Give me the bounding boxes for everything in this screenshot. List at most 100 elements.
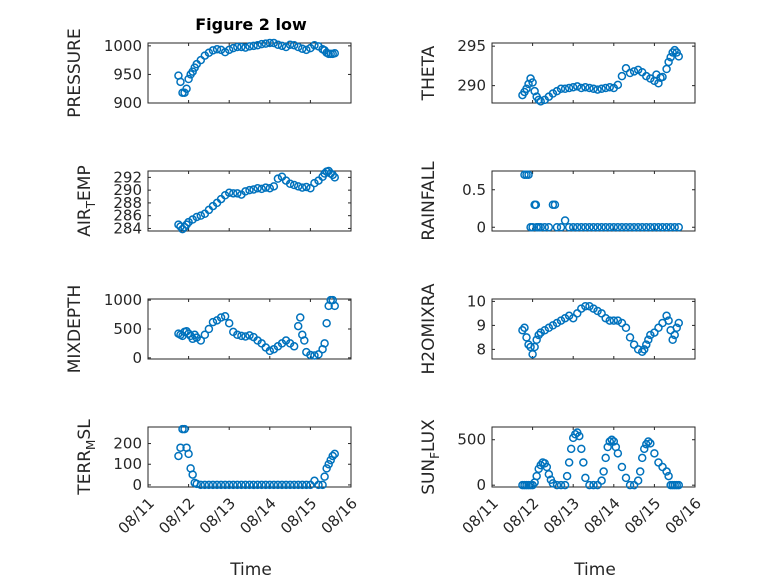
data-point: [666, 223, 675, 232]
data-point: [204, 324, 214, 334]
data-point: [269, 480, 279, 490]
data-point: [184, 329, 193, 338]
x-tick-label: 08/13: [540, 494, 583, 537]
data-point: [593, 223, 602, 232]
data-point: [625, 68, 635, 78]
data-point: [176, 443, 185, 452]
data-point: [674, 52, 684, 61]
data-point: [298, 183, 307, 192]
x-tick-label: 08/15: [277, 494, 320, 537]
data-point: [241, 332, 250, 341]
x-tick-label: 08/14: [236, 494, 279, 537]
data-point: [581, 301, 590, 311]
data-point: [196, 480, 206, 490]
data-point: [581, 223, 590, 232]
data-point: [224, 318, 234, 328]
data-point: [589, 480, 598, 490]
data-point: [518, 325, 527, 335]
data-point: [208, 46, 218, 55]
data-point: [662, 467, 671, 476]
y-tick-label: 950: [113, 65, 142, 83]
data-point: [326, 455, 335, 465]
data-point: [556, 480, 566, 490]
data-point: [662, 223, 671, 232]
data-point: [577, 223, 586, 232]
data-point: [318, 480, 327, 490]
data-point: [613, 223, 623, 232]
data-point: [261, 480, 270, 490]
data-point: [674, 318, 684, 328]
data-point: [265, 346, 275, 356]
data-point: [322, 318, 331, 328]
data-point: [625, 223, 635, 232]
data-point: [530, 86, 539, 96]
y-tick-label: 500: [457, 431, 486, 449]
y-tick-label: 10: [467, 292, 486, 310]
data-point: [310, 41, 319, 50]
data-point: [285, 480, 295, 490]
x-tick-label: 08/16: [318, 494, 361, 537]
y-tick-label: 200: [113, 435, 142, 453]
data-point: [269, 182, 279, 191]
data-point: [666, 52, 675, 62]
data-point: [245, 331, 254, 340]
data-point: [670, 45, 679, 55]
data-point: [293, 42, 303, 52]
y-axis-label: PRESSURE: [65, 28, 85, 117]
data-point: [542, 462, 552, 472]
data-point: [646, 439, 655, 448]
data-point: [662, 311, 671, 321]
y-axis-label: H2OMIXRA: [419, 283, 439, 374]
data-point: [261, 39, 270, 48]
data-point: [581, 473, 590, 483]
data-point: [644, 335, 653, 345]
data-point: [293, 480, 303, 490]
data-point: [621, 473, 631, 483]
data-point: [320, 472, 329, 481]
data-point: [224, 45, 234, 55]
data-point: [188, 67, 197, 76]
data-point: [200, 330, 210, 340]
data-point: [528, 78, 537, 87]
data-point: [617, 318, 627, 328]
data-point: [672, 323, 681, 333]
x-axis-label-right: Time: [573, 560, 616, 580]
y-tick-label: 0: [132, 476, 142, 494]
data-point: [330, 173, 340, 182]
data-point: [609, 223, 619, 232]
data-point: [310, 351, 319, 360]
y-tick-label: 0: [132, 349, 142, 367]
data-point: [621, 323, 631, 333]
data-point: [635, 467, 645, 476]
data-point: [617, 223, 627, 232]
data-point: [204, 480, 214, 490]
data-point: [629, 67, 639, 76]
data-point: [650, 449, 659, 458]
data-point: [674, 480, 684, 490]
data-point: [293, 182, 303, 191]
data-point: [532, 335, 541, 345]
data-point: [265, 480, 275, 490]
data-point: [544, 223, 554, 232]
data-point: [196, 336, 206, 345]
x-tick-label: 08/11: [115, 494, 158, 537]
x-tick-label: 08/11: [459, 494, 502, 537]
data-point: [562, 471, 572, 481]
data-point: [524, 79, 533, 89]
data-point: [629, 340, 639, 349]
data-point: [289, 41, 299, 50]
axes-frame: [147, 426, 352, 488]
y-axis-label: AIRTEMP: [75, 165, 98, 236]
y-tick-label: 0: [476, 476, 486, 494]
data-point: [581, 82, 590, 92]
data-point: [642, 223, 651, 232]
data-point: [314, 480, 323, 490]
data-point: [253, 41, 262, 50]
data-point: [625, 480, 635, 490]
data-point: [585, 83, 594, 93]
data-point: [257, 39, 266, 49]
data-point: [245, 42, 254, 51]
data-point: [237, 42, 246, 52]
data-point: [237, 480, 246, 490]
subplot-5: 0 500 1000 MIXDEPTH: [65, 285, 352, 373]
